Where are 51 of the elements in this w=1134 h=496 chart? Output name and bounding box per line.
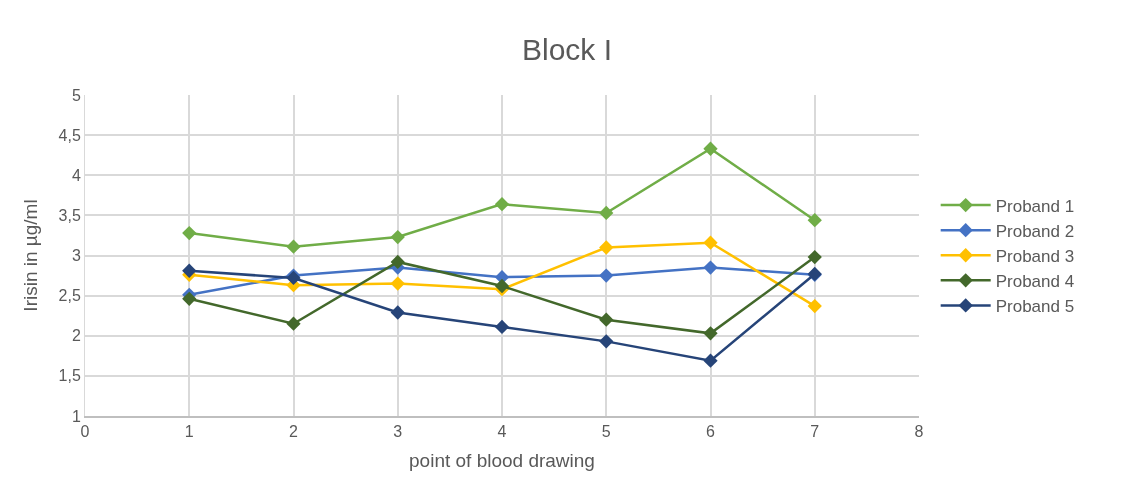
point bbox=[703, 353, 718, 368]
legend-label: Proband 1 bbox=[995, 196, 1075, 216]
point bbox=[390, 305, 405, 320]
y-tick-label: 3 bbox=[71, 247, 81, 265]
legend-label: Proband 5 bbox=[995, 297, 1075, 317]
point bbox=[390, 229, 405, 245]
y-tick-label: 2 bbox=[71, 327, 81, 345]
x-tick-label: 2 bbox=[289, 422, 299, 440]
point bbox=[703, 260, 718, 275]
x-axis-title: point of blood drawing bbox=[409, 450, 595, 472]
point bbox=[807, 213, 822, 228]
point bbox=[390, 276, 405, 291]
legend-label: Proband 2 bbox=[995, 221, 1075, 241]
point bbox=[807, 298, 822, 314]
chart-title: Block I bbox=[521, 33, 613, 67]
point bbox=[703, 326, 718, 341]
point bbox=[182, 225, 197, 241]
y-tick-label: 5 bbox=[71, 86, 81, 104]
x-tick-label: 8 bbox=[914, 422, 924, 440]
y-tick-label: 4,5 bbox=[58, 126, 81, 144]
x-tick-label: 4 bbox=[497, 422, 507, 440]
point bbox=[703, 141, 718, 156]
y-axis-title: Irisin in µg/ml bbox=[20, 199, 42, 312]
point bbox=[494, 278, 510, 294]
point bbox=[599, 312, 614, 327]
y-tick-label: 2,5 bbox=[58, 287, 81, 305]
point bbox=[599, 268, 614, 283]
point bbox=[599, 334, 614, 349]
y-tick-label: 3,5 bbox=[58, 206, 81, 224]
y-tick-label: 1,5 bbox=[58, 367, 81, 385]
point bbox=[182, 291, 197, 306]
point bbox=[599, 205, 614, 221]
legend-label: Proband 3 bbox=[995, 246, 1075, 266]
x-tick-label: 5 bbox=[601, 422, 611, 440]
point bbox=[494, 319, 510, 335]
x-tick-label: 3 bbox=[393, 422, 403, 440]
point bbox=[599, 240, 614, 255]
y-tick-label: 1 bbox=[71, 407, 81, 425]
point bbox=[390, 254, 405, 270]
point bbox=[182, 263, 197, 278]
point bbox=[286, 316, 301, 331]
x-tick-label: 0 bbox=[80, 422, 90, 440]
point bbox=[286, 239, 301, 254]
point bbox=[807, 249, 822, 265]
x-tick-label: 6 bbox=[706, 422, 716, 440]
x-tick-label: 1 bbox=[184, 422, 194, 440]
y-tick-label: 4 bbox=[71, 166, 81, 184]
legend-label: Proband 4 bbox=[995, 271, 1075, 291]
x-tick-label: 7 bbox=[810, 422, 820, 440]
point bbox=[703, 235, 718, 250]
point bbox=[494, 196, 510, 212]
